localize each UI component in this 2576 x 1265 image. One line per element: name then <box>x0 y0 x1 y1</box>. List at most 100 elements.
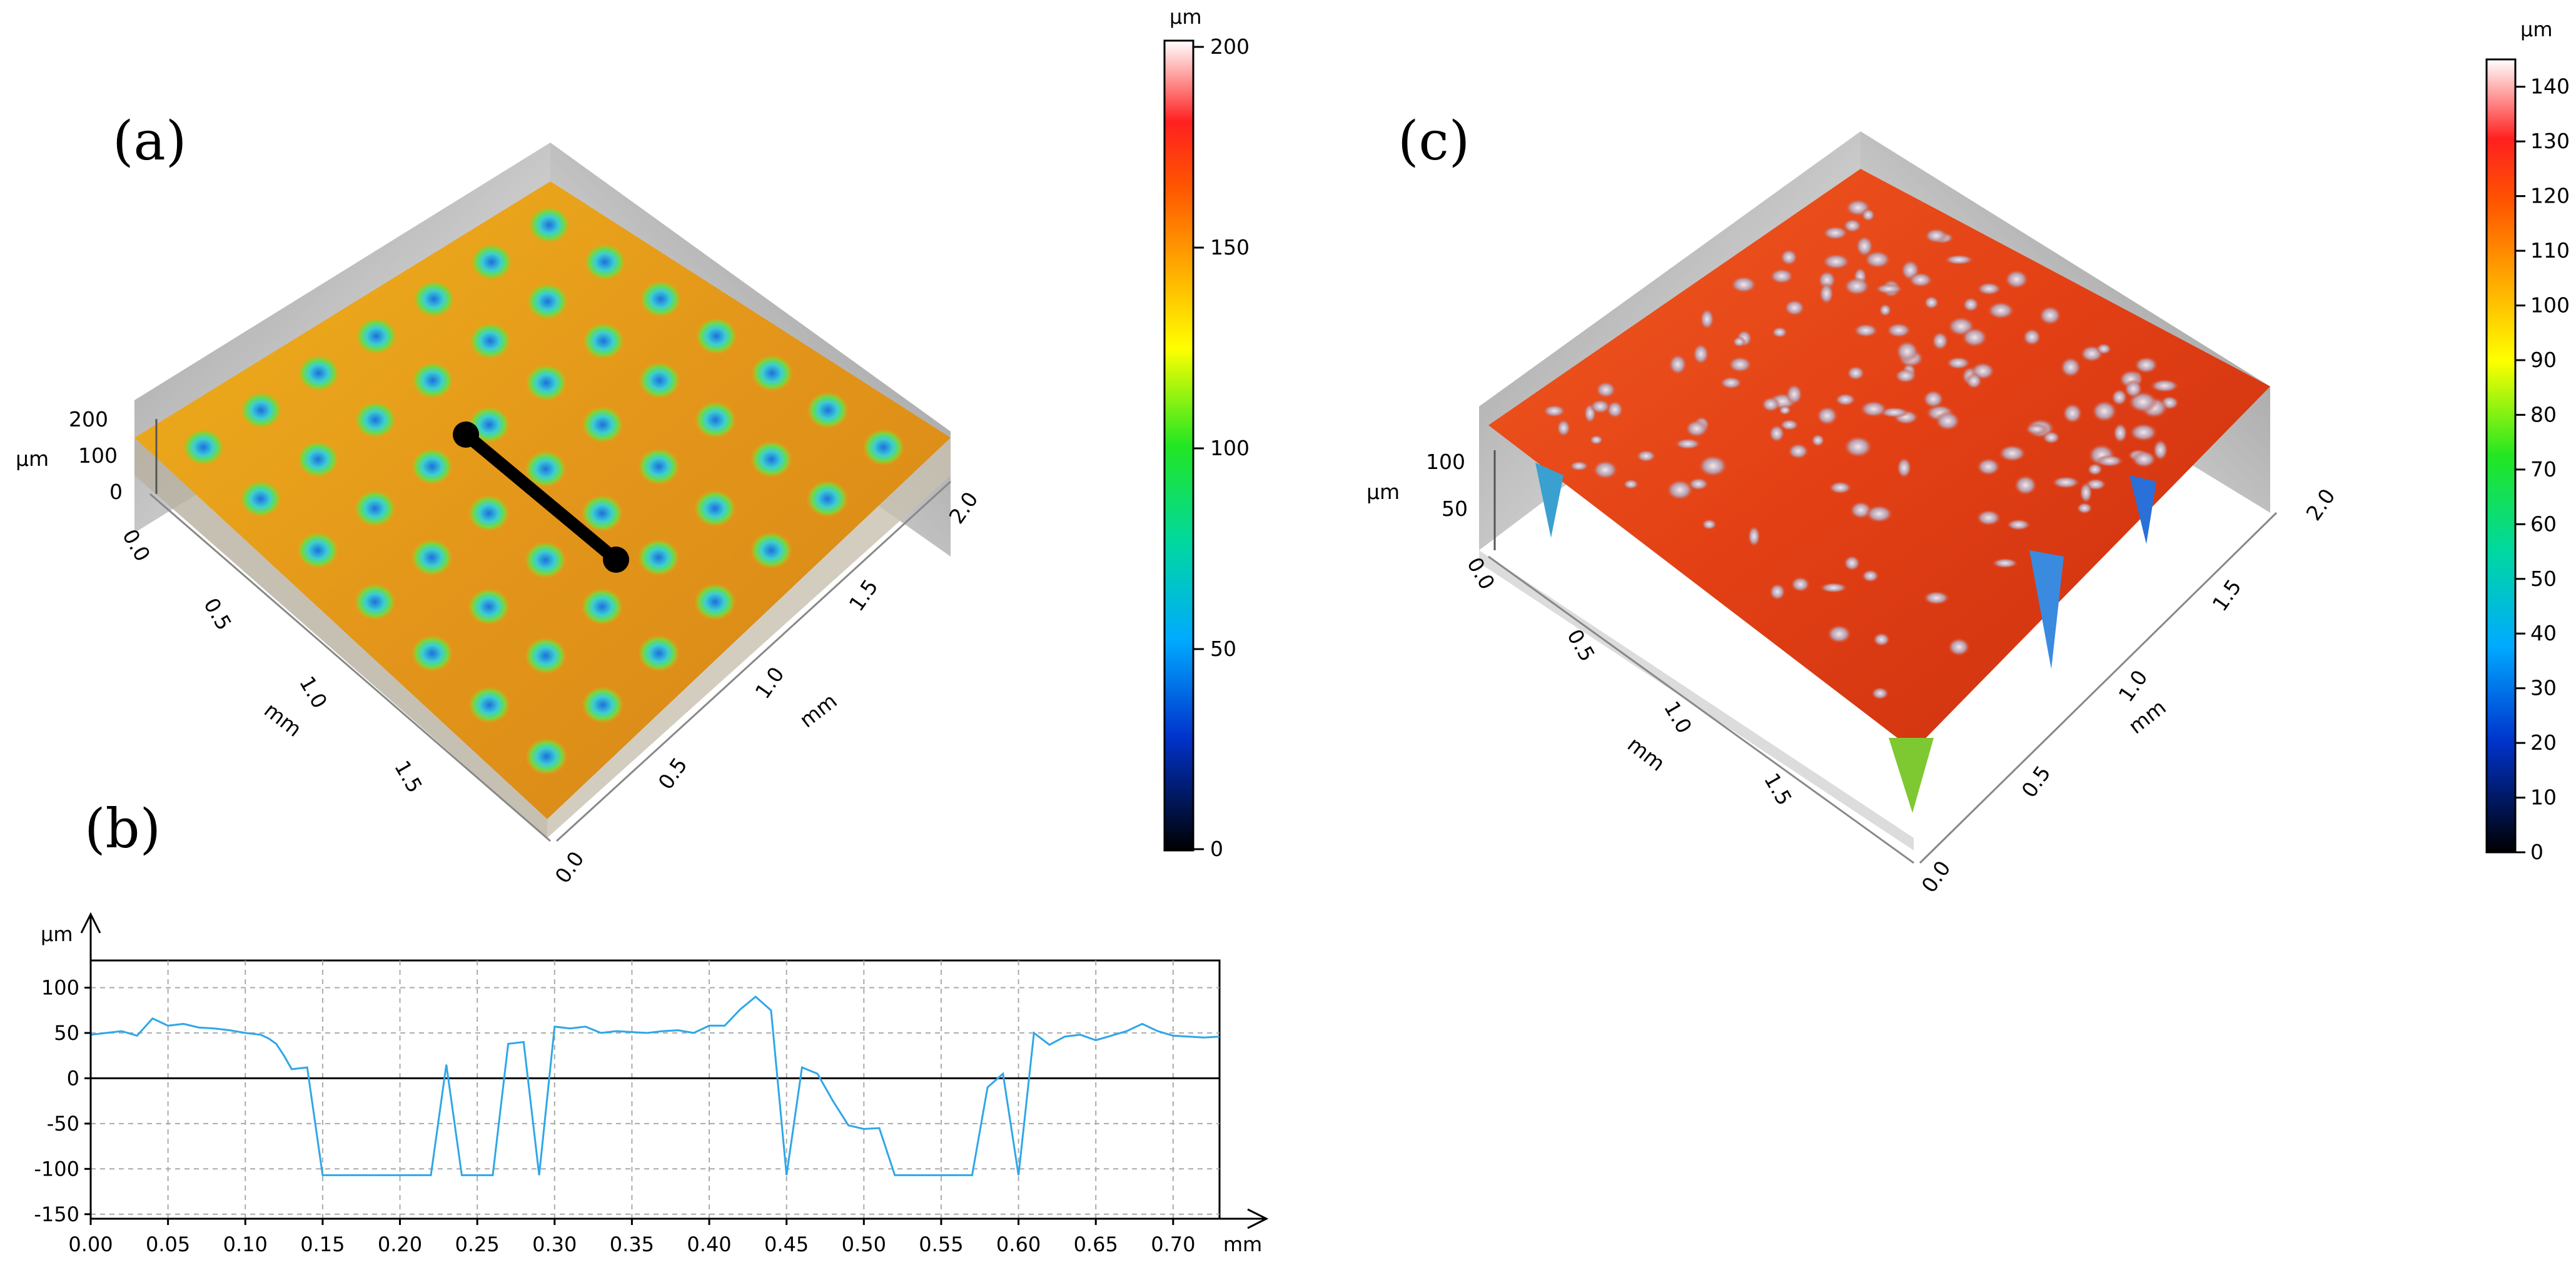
surface-c-peak <box>2076 502 2093 515</box>
surface-c-peak <box>1816 406 1839 426</box>
profile-x-tick-label: 0.60 <box>996 1232 1041 1256</box>
surface-c-peak <box>1961 327 1988 348</box>
colorbar-c-tick-label: 90 <box>2530 348 2557 372</box>
colorbar-a-bar <box>1163 39 1195 852</box>
surface-a-pit <box>412 280 455 318</box>
surface-c-peak <box>1747 525 1760 547</box>
surface-a-pit <box>354 401 397 439</box>
profile-y-arrowhead <box>80 912 101 934</box>
surface-c-peak <box>1843 277 1871 296</box>
surface-c-y-tick-4: 2.0 <box>2301 484 2340 525</box>
profile-x-tick-label: 0.30 <box>532 1232 577 1256</box>
surface-c-peak <box>1692 343 1709 365</box>
profile-x-tick-label: 0.70 <box>1151 1232 1195 1256</box>
profile-x-tick-label: 0.10 <box>223 1232 268 1256</box>
surface-c-peak <box>1728 356 1752 373</box>
surface-c-peak <box>1819 283 1834 305</box>
surface-c-peak <box>2023 328 2041 346</box>
surface-c-peak <box>1922 590 1950 605</box>
surface-a-pit <box>583 243 627 281</box>
surface-c-peak <box>2131 450 2157 468</box>
surface-c-peak <box>1635 450 1657 463</box>
surface-c-x-axis <box>1488 555 1914 864</box>
colorbar-c-tick-label: 40 <box>2530 621 2557 645</box>
surface-a-pit <box>581 686 624 724</box>
surface-c-peak <box>2004 269 2029 290</box>
surface-c-peak <box>1771 326 1788 338</box>
surface-c-peak <box>2042 431 2061 445</box>
surface-a-pit <box>750 440 793 478</box>
colorbar-c-tick-label: 50 <box>2530 567 2557 591</box>
surface-a-pit <box>240 391 283 430</box>
surface-c-peak <box>2059 356 2081 378</box>
surface-a-pit <box>410 448 453 486</box>
colorbar-a-tick-150: 150 <box>1210 235 1250 260</box>
surface-c-y-axis <box>1919 512 2278 864</box>
surface-c-peak <box>1886 322 1912 338</box>
surface-c-peak <box>1769 424 1785 443</box>
surface-c-peak <box>2087 463 2103 476</box>
surface-c-peak <box>1934 411 1961 431</box>
surface-c-x-tick-0: 0.0 <box>1462 553 1500 594</box>
surface-c-pit-2 <box>2029 550 2064 669</box>
surface-c-peak <box>1787 443 1809 460</box>
colorbar-a-unit: µm <box>1169 5 1202 29</box>
surface-c-peak <box>1730 276 1757 293</box>
surface-a-pit <box>582 322 625 360</box>
surface-a-pit <box>296 440 340 478</box>
profile-line-end <box>603 547 629 573</box>
profile-x-tick-label: 0.50 <box>842 1232 886 1256</box>
surface-c-x-unit: mm <box>1623 732 1670 776</box>
colorbar-c-tick-label: 30 <box>2530 676 2557 700</box>
colorbar-c-tick-label: 80 <box>2530 402 2557 426</box>
colorbar-a-tick-100: 100 <box>1210 436 1250 460</box>
surface-a-pit <box>468 322 512 360</box>
surface-c-peak <box>1991 558 2019 568</box>
colorbar-a-tick-0: 0 <box>1210 837 1223 861</box>
surface-a-pit <box>353 583 397 621</box>
surface-c-peaks <box>1542 199 2179 700</box>
surface-c-peak <box>1569 461 1589 471</box>
surface-c-y-tick-2: 1.0 <box>2114 665 2153 706</box>
surface-a-pit <box>182 428 225 466</box>
surface-a-pit <box>806 480 849 518</box>
profile-line <box>462 430 620 565</box>
surface-c-z-unit: µm <box>1366 480 1400 504</box>
surface-a-pit <box>524 637 567 675</box>
surface-c-peak <box>2014 475 2038 496</box>
surface-c-peak <box>2091 400 2118 423</box>
surface-a-pit <box>862 428 905 466</box>
profile-x-label: mm <box>1223 1232 1262 1256</box>
surface-c-pit-1 <box>1889 738 1934 813</box>
surface-a-x-axis <box>149 493 551 842</box>
surface-a-z-tick-0: 0 <box>109 480 123 504</box>
surface-c-peak <box>1976 509 2001 527</box>
surface-c-peak <box>1827 624 1852 644</box>
surface-c-peak <box>1606 400 1624 419</box>
surface-a-pit <box>355 317 398 355</box>
surface-c-peak <box>1761 396 1780 412</box>
surface-c-peak <box>2134 356 2158 374</box>
surface-c-y-tick-0: 0.0 <box>1917 856 1956 897</box>
colorbar-c-tick-label: 130 <box>2530 129 2570 153</box>
profile-y-tick-label: 0 <box>67 1066 79 1090</box>
colorbar-c-tick-label: 120 <box>2530 184 2570 208</box>
surface-c-peak <box>1859 400 1888 418</box>
surface-a-y-tick-2: 1.0 <box>750 662 789 703</box>
surface-c-peak <box>1908 272 1933 288</box>
surface-a-z-tick-200: 200 <box>69 407 108 431</box>
surface-a-pit <box>296 532 340 570</box>
surface-a-pit <box>524 450 567 488</box>
surface-c-peak <box>2113 423 2128 443</box>
surface-c-peak <box>1842 218 1862 233</box>
surface-c-peak <box>1666 479 1694 501</box>
surface-a-y-tick-3: 1.5 <box>844 575 883 615</box>
surface-c-peak <box>1589 435 1604 445</box>
surface-c-peak <box>1822 226 1849 240</box>
surface-c-peak <box>1700 308 1715 330</box>
surface-c-peak <box>1542 404 1566 418</box>
colorbar-c-tick-label: 0 <box>2530 840 2543 864</box>
surface-a-pits <box>182 206 905 775</box>
surface-c-peak <box>1976 458 2001 476</box>
